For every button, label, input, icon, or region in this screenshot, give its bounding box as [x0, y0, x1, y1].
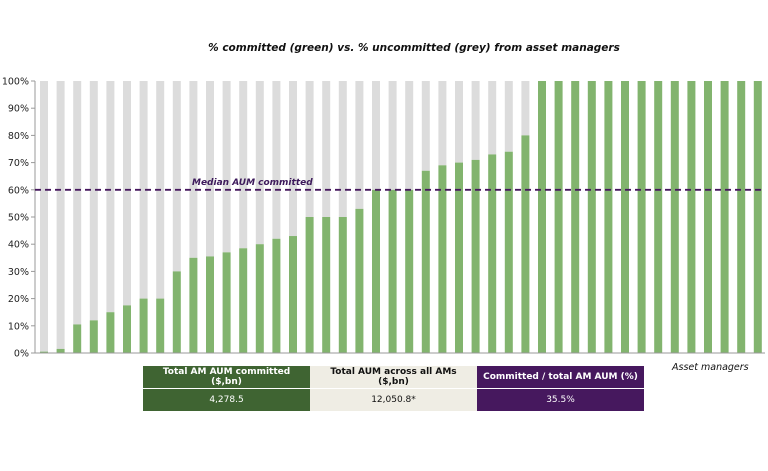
bar-committed [239, 248, 248, 353]
y-tick-label: 30% [8, 267, 29, 278]
y-tick-label: 100% [2, 77, 29, 88]
bar-uncommitted [272, 81, 281, 239]
bar-uncommitted [73, 81, 82, 325]
bar-committed [720, 81, 729, 353]
bar-committed [189, 257, 198, 353]
bar-uncommitted [40, 81, 48, 352]
bar-committed [106, 312, 115, 353]
bar-uncommitted [172, 81, 181, 272]
bar-committed [89, 320, 98, 353]
bar-committed [355, 208, 364, 353]
median-label: Median AUM committed [192, 178, 313, 188]
bar-uncommitted [255, 81, 264, 245]
bar-uncommitted [239, 81, 248, 249]
bar-committed [604, 81, 613, 353]
summary-header-committed: Total AM AUM committed ($,bn) [143, 366, 310, 389]
bar-committed [272, 238, 281, 353]
bar-uncommitted [421, 81, 430, 171]
bar-uncommitted [189, 81, 198, 258]
summary-value-ratio: 35.5% [477, 388, 644, 411]
chart-title: % committed (green) vs. % uncommitted (g… [208, 42, 620, 54]
bar-uncommitted [56, 81, 65, 349]
bar-committed [40, 351, 48, 353]
bar-uncommitted [89, 81, 98, 321]
bar-committed [322, 217, 331, 353]
bar-committed [206, 256, 214, 353]
bar-committed [305, 217, 314, 353]
y-tick-label: 50% [8, 213, 29, 224]
bar-committed [637, 81, 646, 353]
bar-committed [504, 151, 513, 353]
bar-committed [139, 298, 148, 353]
y-tick-label: 10% [8, 321, 29, 332]
bar-committed [455, 162, 463, 353]
bar-committed [687, 81, 696, 353]
bar-uncommitted [438, 81, 447, 166]
bar-committed [255, 244, 264, 353]
bar-committed [538, 81, 546, 353]
bar-committed [488, 154, 497, 353]
bar-committed [73, 324, 82, 353]
bar-uncommitted [139, 81, 148, 299]
bar-committed [156, 298, 165, 353]
summary-value-committed: 4,278.5 [143, 388, 310, 411]
bar-uncommitted [222, 81, 231, 253]
bar-uncommitted [455, 81, 463, 163]
bar-committed [172, 271, 181, 353]
y-tick-label: 90% [8, 104, 29, 115]
y-tick-label: 60% [8, 185, 29, 196]
bar-committed [704, 81, 712, 353]
bar-committed [123, 305, 131, 353]
bar-committed [222, 252, 231, 353]
bar-uncommitted [206, 81, 214, 257]
bar-committed [753, 81, 762, 353]
summary-value-row: 4,278.5 12,050.8* 35.5% [143, 388, 644, 411]
bar-uncommitted [488, 81, 497, 155]
summary-table: Total AM AUM committed ($,bn) Total AUM … [143, 366, 644, 411]
bar-uncommitted [322, 81, 331, 217]
bar-uncommitted [106, 81, 115, 313]
y-tick-label: 0% [14, 349, 29, 360]
bar-committed [587, 81, 596, 353]
bar-committed [372, 189, 380, 353]
bar-uncommitted [123, 81, 131, 306]
bar-committed [621, 81, 629, 353]
bar-committed [438, 165, 447, 353]
bar-uncommitted [289, 81, 297, 237]
bar-committed [737, 81, 746, 353]
summary-header-row: Total AM AUM committed ($,bn) Total AUM … [143, 366, 644, 389]
x-axis-label: Asset managers [672, 362, 749, 373]
bar-committed [571, 81, 580, 353]
y-tick-label: 70% [8, 158, 29, 169]
summary-header-total: Total AUM across all AMs ($,bn) [310, 366, 477, 389]
bar-uncommitted [521, 81, 530, 136]
summary-header-ratio: Committed / total AM AUM (%) [477, 366, 644, 389]
bar-committed [554, 81, 563, 353]
bar-committed [654, 81, 663, 353]
bar-committed [521, 135, 530, 353]
bar-uncommitted [372, 81, 380, 190]
bar-uncommitted [504, 81, 513, 152]
bar-uncommitted [305, 81, 314, 217]
bar-committed [56, 348, 65, 353]
bar-uncommitted [405, 81, 414, 190]
bar-committed [338, 217, 347, 353]
bar-uncommitted [388, 81, 397, 190]
bar-committed [670, 81, 679, 353]
y-tick-label: 40% [8, 240, 29, 251]
bar-committed [388, 189, 397, 353]
y-tick-label: 20% [8, 294, 29, 305]
bar-uncommitted [471, 81, 480, 160]
summary-value-total: 12,050.8* [310, 388, 477, 411]
bar-committed [421, 170, 430, 353]
bar-committed [471, 159, 480, 353]
y-tick-label: 80% [8, 131, 29, 142]
bar-committed [405, 189, 414, 353]
bar-uncommitted [338, 81, 347, 217]
bar-uncommitted [355, 81, 364, 209]
bar-committed [289, 236, 297, 353]
